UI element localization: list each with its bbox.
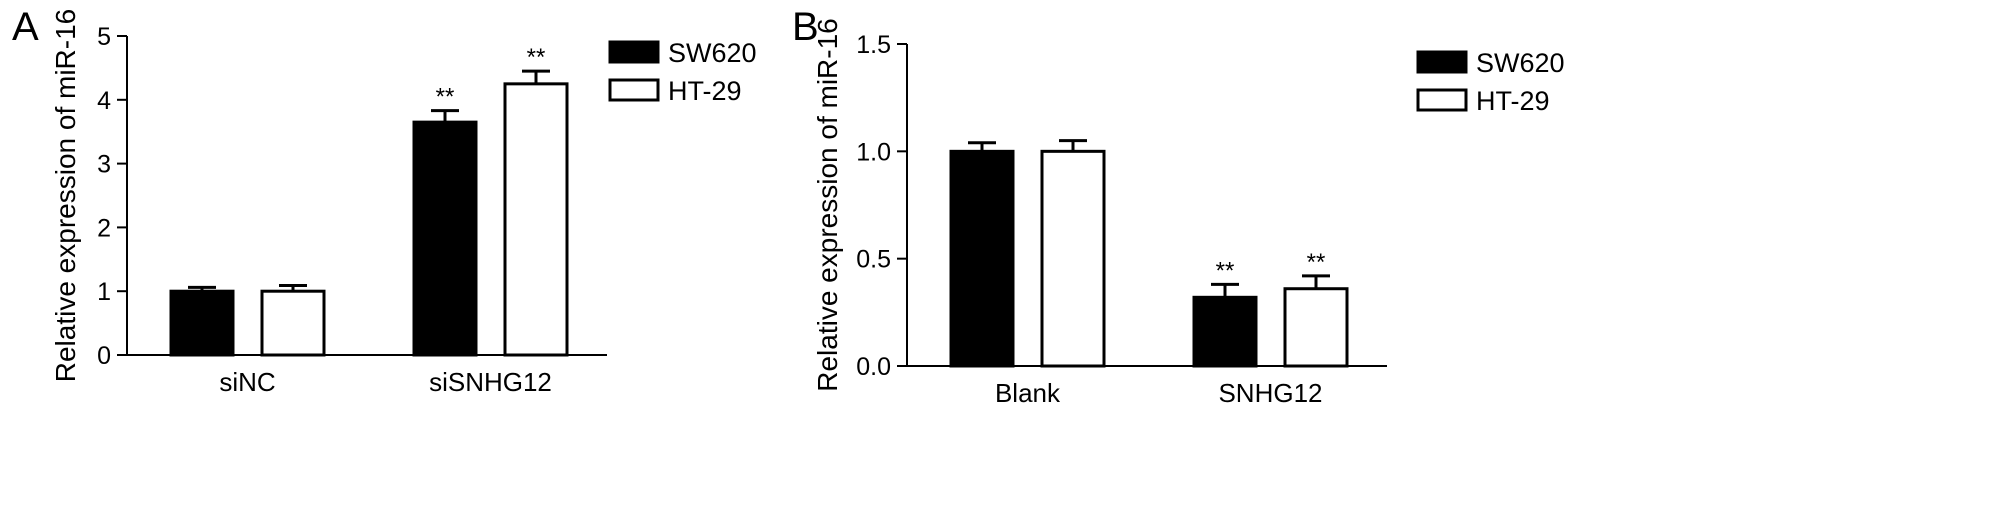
bar	[1040, 149, 1106, 368]
x-category-label: siNC	[219, 367, 275, 397]
y-tick-label: 1.0	[856, 138, 891, 166]
y-tick-label: 2	[97, 214, 111, 242]
legend-label: SW620	[1476, 48, 1565, 78]
y-tick-label: 1	[97, 278, 111, 306]
significance-label: **	[527, 44, 546, 71]
y-axis-label: Relative expression of miR-16	[50, 9, 81, 383]
bar	[412, 120, 478, 357]
bar	[260, 289, 326, 357]
y-tick-label: 0.5	[856, 246, 891, 274]
x-category-label: Blank	[995, 378, 1061, 408]
panel-A: A 0 1 2 3 4 5 Relative expression of miR-16 siNC…	[12, 5, 757, 397]
y-tick-label: 0	[97, 342, 111, 370]
bar	[1192, 295, 1258, 368]
legend-swatch	[608, 78, 660, 102]
y-tick-label: 0.0	[856, 353, 891, 381]
legend: SW620 HT-29	[608, 38, 757, 106]
y-axis-label: Relative expression of miR-16	[812, 18, 843, 392]
y-tick-label: 5	[97, 23, 111, 51]
x-category-label: siSNHG12	[429, 367, 552, 397]
bar	[503, 82, 569, 357]
significance-label: **	[1216, 257, 1235, 284]
legend: SW620 HT-29	[1416, 48, 1565, 116]
legend-label: HT-29	[1476, 86, 1550, 116]
panel-letter: A	[12, 5, 39, 49]
x-category-label: SNHG12	[1218, 378, 1322, 408]
legend-swatch	[1416, 88, 1468, 112]
y-tick-label: 1.5	[856, 31, 891, 59]
legend-swatch	[1416, 50, 1468, 74]
significance-label: **	[436, 84, 455, 111]
bar	[949, 149, 1015, 368]
panel-letter: B	[792, 5, 819, 49]
bar	[169, 289, 235, 357]
y-tick-label: 4	[97, 87, 111, 115]
panel-B: B 0.0 0.5 1.0 1.5 Relative expression of miR-…	[792, 5, 1565, 408]
legend-swatch	[608, 40, 660, 64]
significance-label: **	[1307, 249, 1326, 276]
legend-label: SW620	[668, 38, 757, 68]
legend-label: HT-29	[668, 76, 742, 106]
bar	[1283, 287, 1349, 368]
y-tick-label: 3	[97, 151, 111, 179]
